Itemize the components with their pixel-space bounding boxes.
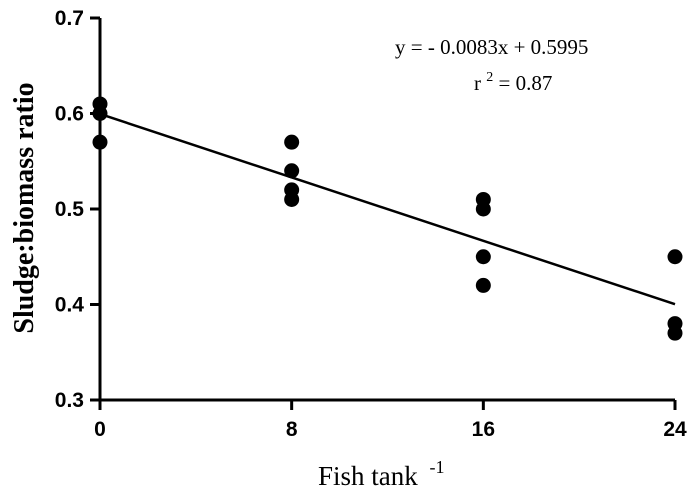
y-tick-label: 0.3: [55, 389, 84, 412]
x-axis-title: Fish tank -1: [318, 457, 445, 491]
x-axis-title-superscript: -1: [430, 457, 445, 477]
data-point: [92, 134, 108, 150]
data-point: [92, 106, 108, 121]
data-point: [475, 249, 491, 265]
y-tick-label: 0.5: [55, 198, 85, 221]
x-axis-ticks: 0 8 16 24: [94, 400, 687, 441]
data-point: [284, 191, 300, 207]
y-tick-label: 0.6: [55, 103, 84, 126]
data-point: [284, 163, 300, 179]
r-squared-prefix: r: [474, 71, 481, 95]
data-point: [475, 201, 491, 217]
regression-line: [99, 112, 676, 306]
y-axis-ticks: 0.3 0.4 0.5 0.6 0.7: [55, 7, 100, 412]
r-squared-superscript: 2: [486, 70, 493, 85]
x-tick-label: 0: [94, 418, 106, 441]
regression-equation: y = - 0.0083x + 0.5995: [395, 35, 588, 59]
y-axis-title: Sludge:biomass ratio: [9, 82, 40, 333]
data-point: [475, 277, 491, 293]
r-squared-value: = 0.87: [499, 71, 553, 95]
data-point: [667, 325, 683, 341]
r-squared-label: r 2 = 0.87: [474, 62, 552, 95]
data-points: [92, 96, 683, 341]
x-axis-title-text: Fish tank: [318, 461, 418, 491]
y-tick-label: 0.4: [55, 294, 85, 317]
data-point: [667, 249, 683, 265]
y-tick-label: 0.7: [55, 7, 84, 30]
x-tick-label: 16: [472, 418, 495, 441]
x-tick-label: 8: [286, 418, 298, 441]
data-point: [284, 134, 300, 150]
x-tick-label: 24: [663, 418, 687, 441]
